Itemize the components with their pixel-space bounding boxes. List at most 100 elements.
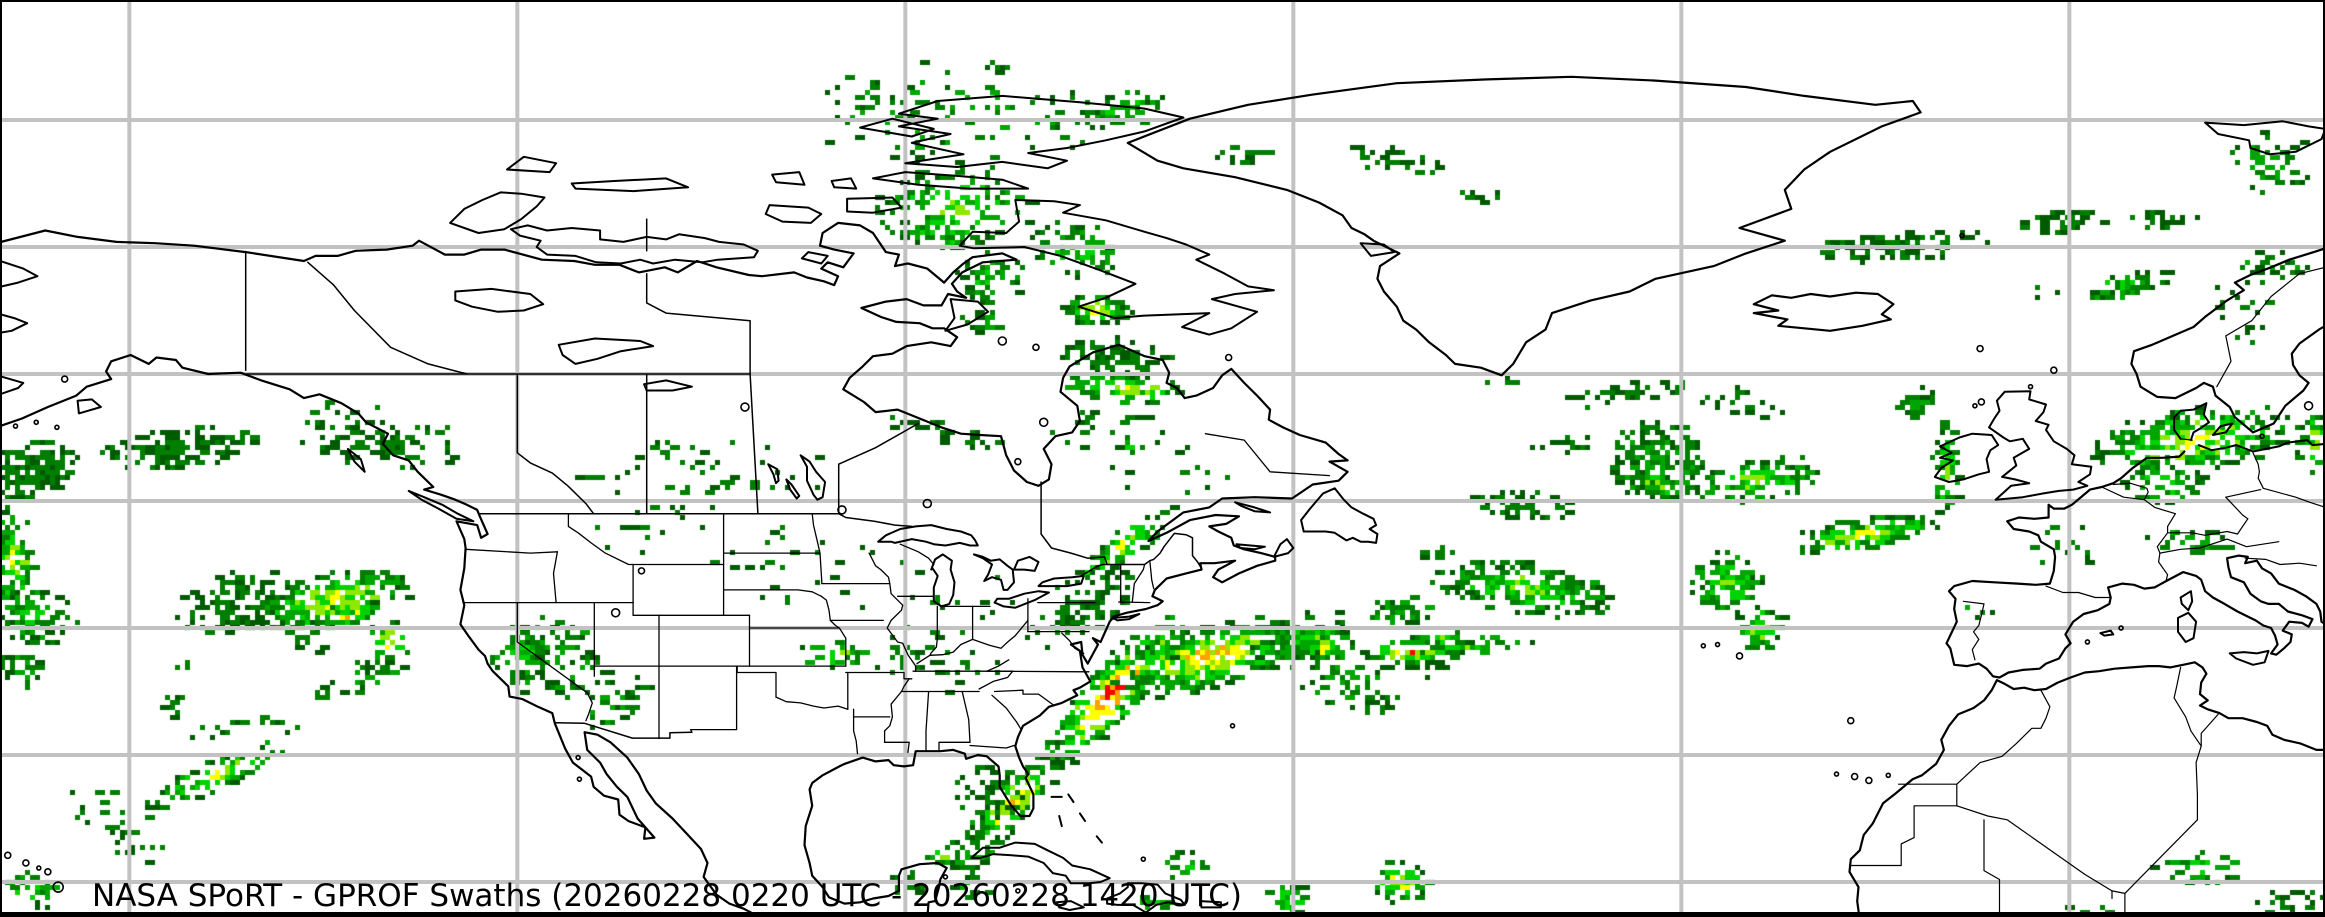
small-island-dot — [2259, 433, 2265, 440]
coastline-cornwallis-island — [830, 177, 858, 190]
border-mo-ar — [845, 671, 913, 680]
coastline-zealand — [2211, 422, 2234, 436]
coastline-jamaica — [1055, 900, 1085, 911]
border-ky-va — [986, 659, 1010, 672]
border-or-id — [552, 551, 559, 604]
border-mt-id — [567, 513, 634, 566]
coastline-disko-island — [1359, 242, 1396, 257]
small-island-dot — [1846, 716, 1855, 725]
border-al-ga — [961, 690, 971, 743]
border-ks-mo — [838, 627, 847, 667]
coastline-lake-superior — [877, 524, 979, 547]
border-ohio-river — [916, 619, 1029, 665]
border-fr-es — [2045, 585, 2112, 599]
coastline-cape-breton — [1272, 538, 1295, 558]
small-island-dot — [1850, 772, 1859, 781]
border-bc-alberta — [516, 373, 595, 515]
coastline-ellesmere-island — [897, 94, 1185, 170]
small-island-dot — [1976, 344, 1984, 353]
coastline-bahamas-andros — [1058, 815, 1063, 828]
coastline-jutland — [2173, 402, 2210, 442]
coastline-great-slave-lake — [557, 337, 655, 365]
small-island-dot — [2027, 383, 2034, 390]
coastline-somerset-island — [846, 196, 903, 214]
border-tn-ly — [2200, 713, 2219, 747]
small-island-dot — [2303, 400, 2314, 411]
coastline-anticosti-island — [1234, 501, 1272, 514]
small-island-dot — [1014, 457, 1022, 466]
border-nwt-nunavut — [645, 272, 751, 375]
coastline-melville-island — [570, 177, 690, 193]
coastline-africa-coast — [1848, 661, 2325, 917]
border-red-river — [775, 696, 849, 710]
coastline-iceland — [1752, 291, 1895, 332]
coastline-axel-heiberg-island — [859, 117, 935, 138]
coastline-sicily — [2228, 649, 2270, 666]
coastline-vancouver-island — [407, 489, 475, 523]
small-island-dot — [1735, 652, 1744, 660]
border-wa-or — [464, 548, 559, 554]
small-island-dot — [1032, 343, 1040, 352]
small-island-dot — [33, 419, 40, 426]
coastline-lake-huron — [972, 553, 1015, 591]
border-mr-ml — [1983, 819, 2001, 917]
coastline-prince-of-wales-island — [764, 204, 823, 224]
coastline-lake-michigan — [930, 553, 956, 608]
border-no-se — [2216, 266, 2325, 388]
coastline-prince-edward-island — [1235, 543, 1266, 551]
border-us-mexico — [554, 722, 693, 739]
border-il-in — [929, 605, 938, 656]
border-va-nc-36-55 — [986, 670, 1090, 673]
small-island-dot — [1224, 353, 1233, 362]
border-alps-it — [2159, 538, 2280, 554]
border-ma-42n — [1118, 601, 1151, 604]
small-island-dot — [1833, 771, 1840, 777]
coastline-alaska-west-1 — [0, 374, 25, 396]
border-ok-panhandle — [736, 665, 777, 698]
small-island-dot — [1885, 772, 1892, 779]
coastline-europe-west-coast — [1945, 450, 2325, 679]
coastline-na-pacific — [0, 353, 762, 917]
border-mn-wi — [868, 552, 891, 585]
small-island-dot — [44, 868, 52, 876]
small-island-dot — [1229, 723, 1236, 729]
coastline-baffin-island — [958, 199, 1275, 336]
coastline-lake-erie — [993, 590, 1050, 609]
coastline-lake-winnipeg — [799, 454, 827, 501]
small-island-dot — [60, 375, 69, 383]
small-island-dot — [1140, 856, 1147, 862]
coastline-scandinavia — [2130, 247, 2325, 434]
coastline-bahamas-eleuthera — [1078, 812, 1087, 823]
border-dz-mr-ml — [1956, 805, 2113, 900]
border-hr-bih — [2244, 557, 2317, 567]
small-island-dot — [1015, 888, 1021, 894]
border-sd-ne — [722, 589, 822, 597]
coastline-alaska-west-3 — [0, 313, 29, 334]
border-tn-nc — [978, 670, 1014, 690]
coastline-svalbard — [2204, 120, 2325, 156]
coastline-sardinia — [2177, 611, 2198, 643]
coastline-southampton-island — [944, 298, 990, 332]
border-mn-west — [811, 513, 823, 585]
small-island-dot — [610, 607, 621, 618]
map-title: NASA SPoRT - GPROF Swaths (20260228 0220… — [92, 878, 1242, 914]
small-island-dot — [22, 859, 30, 867]
border-ma-dz — [1956, 689, 2051, 785]
coastline-lake-winnipegosis — [767, 463, 780, 485]
border-dz-ly — [2190, 730, 2202, 821]
border-nc-sc — [993, 689, 1055, 707]
border-ms-la — [883, 741, 910, 754]
small-island-dot — [922, 498, 933, 509]
border-cz-pl — [2262, 487, 2325, 508]
border-cz-north — [2225, 489, 2262, 498]
border-quebec-labrador — [1204, 433, 1331, 477]
small-island-dot — [1977, 398, 1986, 406]
border-benelux — [2112, 482, 2149, 501]
coastline-bahamas-abaco — [1067, 793, 1075, 803]
border-pt-es — [1962, 600, 1985, 661]
small-island-dot — [52, 881, 64, 893]
coastline-great-britain — [1988, 390, 2093, 501]
border-mississippi-lower — [883, 678, 910, 743]
coastline-puerto-rico — [1199, 900, 1222, 909]
coastline-mallorca — [2099, 629, 2115, 637]
